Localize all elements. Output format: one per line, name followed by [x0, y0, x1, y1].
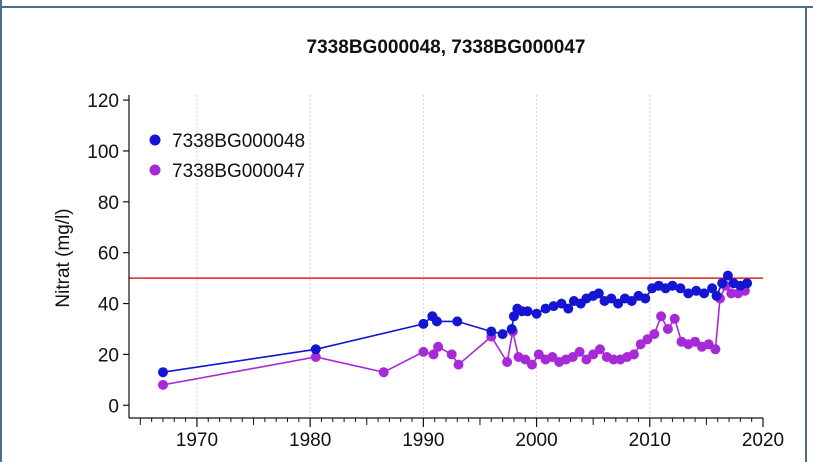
data-point-7338bg000047 [662, 324, 673, 334]
data-point-7338bg000048 [506, 324, 517, 334]
data-point-7338bg000047 [533, 349, 544, 360]
data-point-7338bg000048 [613, 298, 624, 309]
data-point-7338bg000048 [452, 316, 463, 327]
data-point-7338bg000048 [691, 285, 702, 296]
x-tick-label: 2000 [515, 430, 557, 451]
data-point-7338bg000047 [310, 352, 321, 362]
data-point-7338bg000048 [593, 288, 604, 299]
data-point-7338bg000048 [531, 308, 542, 319]
data-point-7338bg000047 [378, 367, 389, 378]
data-point-7338bg000048 [640, 293, 651, 304]
data-point-7338bg000048 [626, 296, 637, 306]
data-point-7338bg000047 [642, 334, 653, 345]
y-tick-label: 100 [87, 142, 119, 163]
x-tick-label: 1980 [289, 430, 331, 451]
data-point-7338bg000047 [433, 341, 444, 352]
y-tick-label: 40 [98, 295, 119, 316]
data-point-7338bg000047 [158, 379, 168, 390]
data-point-7338bg000047 [581, 354, 592, 365]
data-point-7338bg000047 [588, 349, 599, 360]
data-point-7338bg000047 [453, 359, 464, 370]
data-point-7338bg000047 [710, 344, 721, 355]
data-point-7338bg000048 [722, 270, 733, 281]
data-point-7338bg000047 [669, 313, 680, 324]
data-point-7338bg000047 [574, 346, 585, 357]
x-tick-label: 2010 [629, 430, 671, 451]
data-point-7338bg000048 [707, 283, 718, 294]
data-point-7338bg000047 [418, 346, 429, 357]
legend-marker-7338bg000048 [149, 134, 161, 146]
legend-marker-7338bg000047 [149, 164, 161, 176]
legend: 7338BG000048 7338BG000047 [149, 131, 305, 182]
data-point-7338bg000047 [428, 349, 439, 360]
data-point-7338bg000048 [563, 303, 574, 314]
series-layer [158, 270, 753, 390]
x-tick-label: 1970 [176, 430, 218, 451]
data-point-7338bg000048 [675, 283, 686, 294]
y-tick-label: 120 [87, 91, 119, 112]
x-tick-label: 1990 [402, 430, 444, 451]
y-tick-label: 80 [98, 193, 119, 214]
axes-layer: 0 20 40 60 80 100 120 1970 1980 1990 2000 2010 2020 [87, 91, 784, 451]
data-point-7338bg000048 [158, 367, 168, 378]
data-point-7338bg000048 [508, 311, 519, 322]
data-point-7338bg000047 [649, 329, 660, 340]
data-point-7338bg000048 [606, 293, 617, 304]
data-point-7338bg000047 [527, 359, 537, 370]
data-point-7338bg000048 [667, 280, 678, 291]
data-point-7338bg000048 [540, 303, 551, 314]
data-point-7338bg000048 [548, 301, 559, 312]
data-point-7338bg000047 [502, 357, 513, 367]
data-point-7338bg000048 [711, 290, 722, 301]
y-tick-label: 20 [98, 345, 119, 366]
data-point-7338bg000047 [628, 349, 639, 360]
data-point-7338bg000048 [497, 329, 508, 340]
data-point-7338bg000048 [683, 288, 694, 299]
y-tick-label: 0 [108, 396, 119, 417]
chart-title: 7338BG000048, 7338BG000047 [307, 37, 586, 58]
data-point-7338bg000048 [310, 344, 321, 355]
data-point-7338bg000048 [699, 288, 710, 299]
y-axis-label: Nitrat (mg/l) [53, 208, 74, 307]
legend-label-7338bg000047: 7338BG000047 [172, 161, 305, 182]
data-point-7338bg000048 [717, 278, 728, 289]
data-point-7338bg000047 [690, 336, 701, 347]
legend-label-7338bg000048: 7338BG000048 [172, 131, 305, 152]
data-point-7338bg000048 [486, 326, 497, 337]
data-point-7338bg000047 [656, 311, 667, 322]
data-point-7338bg000048 [431, 316, 442, 327]
data-point-7338bg000047 [446, 349, 457, 360]
data-point-7338bg000048 [522, 306, 533, 317]
data-point-7338bg000048 [418, 318, 429, 329]
x-tick-label: 2020 [742, 430, 784, 451]
data-point-7338bg000047 [567, 352, 578, 362]
data-point-7338bg000048 [742, 278, 753, 289]
data-point-7338bg000047 [595, 344, 605, 355]
y-tick-label: 60 [98, 244, 119, 265]
